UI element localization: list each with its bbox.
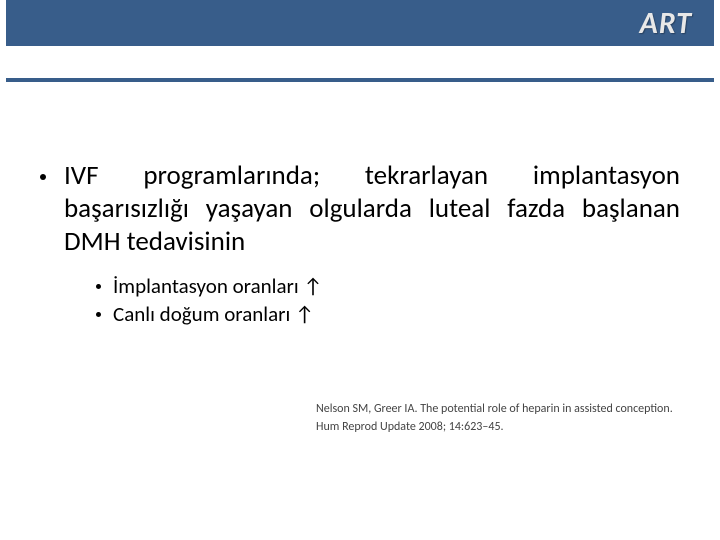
citation: Nelson SM, Greer IA. The potential role … (316, 400, 676, 436)
citation-line-1: Nelson SM, Greer IA. The potential role … (316, 400, 676, 418)
accent-line (6, 78, 714, 82)
sub-bullet: Canlı doğum oranları ↑ (96, 301, 680, 327)
sub-bullet-text: Canlı doğum oranları ↑ (113, 301, 314, 327)
sub-bullet-list: İmplantasyon oranları ↑ Canlı doğum oran… (96, 273, 680, 327)
sub-bullet-text: İmplantasyon oranları ↑ (113, 273, 322, 299)
sub-bullet: İmplantasyon oranları ↑ (96, 273, 680, 299)
bullet-dot-icon (96, 284, 101, 289)
bullet-dot-icon (96, 312, 101, 317)
bullet-dot-icon (40, 174, 46, 180)
citation-line-2: Hum Reprod Update 2008; 14:623–45. (316, 418, 676, 436)
main-bullet-text: IVF programlarında; tekrarlayan implanta… (64, 160, 680, 259)
slide: ART IVF programlarında; tekrarlayan impl… (0, 0, 720, 540)
main-bullet: IVF programlarında; tekrarlayan implanta… (40, 160, 680, 259)
content-area: IVF programlarında; tekrarlayan implanta… (40, 160, 680, 329)
header-bar: ART (6, 0, 714, 46)
header-title: ART (640, 5, 692, 42)
